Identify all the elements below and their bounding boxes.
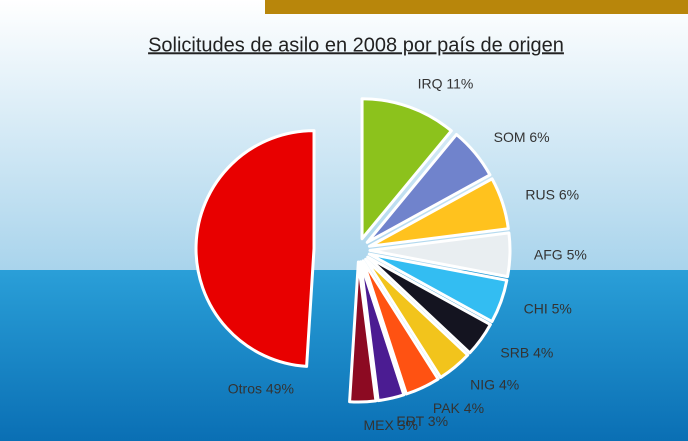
slice-value: 11% xyxy=(446,75,473,91)
slice-value: 6% xyxy=(529,129,549,145)
pie-slice xyxy=(365,132,492,244)
slice-value: 5% xyxy=(567,246,587,262)
slice-category: SOM xyxy=(494,129,526,145)
slice-value: 5% xyxy=(552,300,572,316)
slice-value: 49% xyxy=(266,380,294,396)
pie-slice xyxy=(348,260,378,404)
slice-value: 3% xyxy=(398,417,418,433)
slice-category: AFG xyxy=(534,246,563,262)
pie-slice xyxy=(360,97,453,241)
slice-label: MEX 3% xyxy=(364,417,418,433)
pie xyxy=(194,97,512,404)
pie-slice xyxy=(194,129,316,368)
slice-label: ERT 3% xyxy=(396,412,448,428)
slice-value: 4% xyxy=(464,400,484,416)
slice-category: MEX xyxy=(364,417,395,433)
chart-title: Solicitudes de asilo en 2008 por país de… xyxy=(148,34,564,56)
slice-category: SRB xyxy=(500,344,529,360)
background-bottom xyxy=(0,270,688,441)
slice-category: IRQ xyxy=(418,75,443,91)
labels: IRQ 11%SOM 6%RUS 6%AFG 5%CHI 5%SRB 4%NIG… xyxy=(228,75,587,433)
slice-label: Otros 49% xyxy=(228,380,294,396)
pie-slice xyxy=(368,231,512,279)
top-bar xyxy=(265,0,688,14)
pie-slice xyxy=(364,257,470,379)
slice-category: Otros xyxy=(228,380,262,396)
slice-value: 4% xyxy=(533,344,553,360)
slice-category: NIG xyxy=(470,376,495,392)
pie-slice xyxy=(367,252,509,324)
slice-label: SOM 6% xyxy=(494,129,550,145)
slice-value: 6% xyxy=(559,186,579,202)
slice-label: CHI 5% xyxy=(524,300,572,316)
slice-label: NIG 4% xyxy=(470,376,519,392)
pie-slice xyxy=(361,259,440,396)
slice-category: ERT xyxy=(396,412,424,428)
pie-slice xyxy=(367,177,510,248)
slice-label: SRB 4% xyxy=(500,344,553,360)
slice-category: RUS xyxy=(525,186,555,202)
pie-slice xyxy=(366,255,492,355)
slice-value: 4% xyxy=(499,376,519,392)
slice-value: 3% xyxy=(428,412,448,428)
pie-slice xyxy=(359,260,406,403)
slice-category: CHI xyxy=(524,300,548,316)
slice-label: IRQ 11% xyxy=(418,75,474,91)
slice-label: PAK 4% xyxy=(433,400,484,416)
slice-category: PAK xyxy=(433,400,461,416)
background-top xyxy=(0,0,688,270)
slice-label: AFG 5% xyxy=(534,246,587,262)
slice-label: RUS 6% xyxy=(525,186,579,202)
